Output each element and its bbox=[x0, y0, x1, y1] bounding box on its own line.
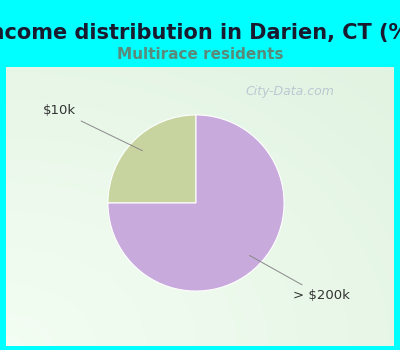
Wedge shape bbox=[108, 115, 284, 291]
Text: Income distribution in Darien, CT (%): Income distribution in Darien, CT (%) bbox=[0, 23, 400, 43]
Wedge shape bbox=[108, 115, 196, 203]
Text: $10k: $10k bbox=[43, 104, 142, 151]
Text: > $200k: > $200k bbox=[250, 256, 350, 302]
Text: City-Data.com: City-Data.com bbox=[245, 85, 334, 98]
Text: Multirace residents: Multirace residents bbox=[117, 47, 283, 62]
